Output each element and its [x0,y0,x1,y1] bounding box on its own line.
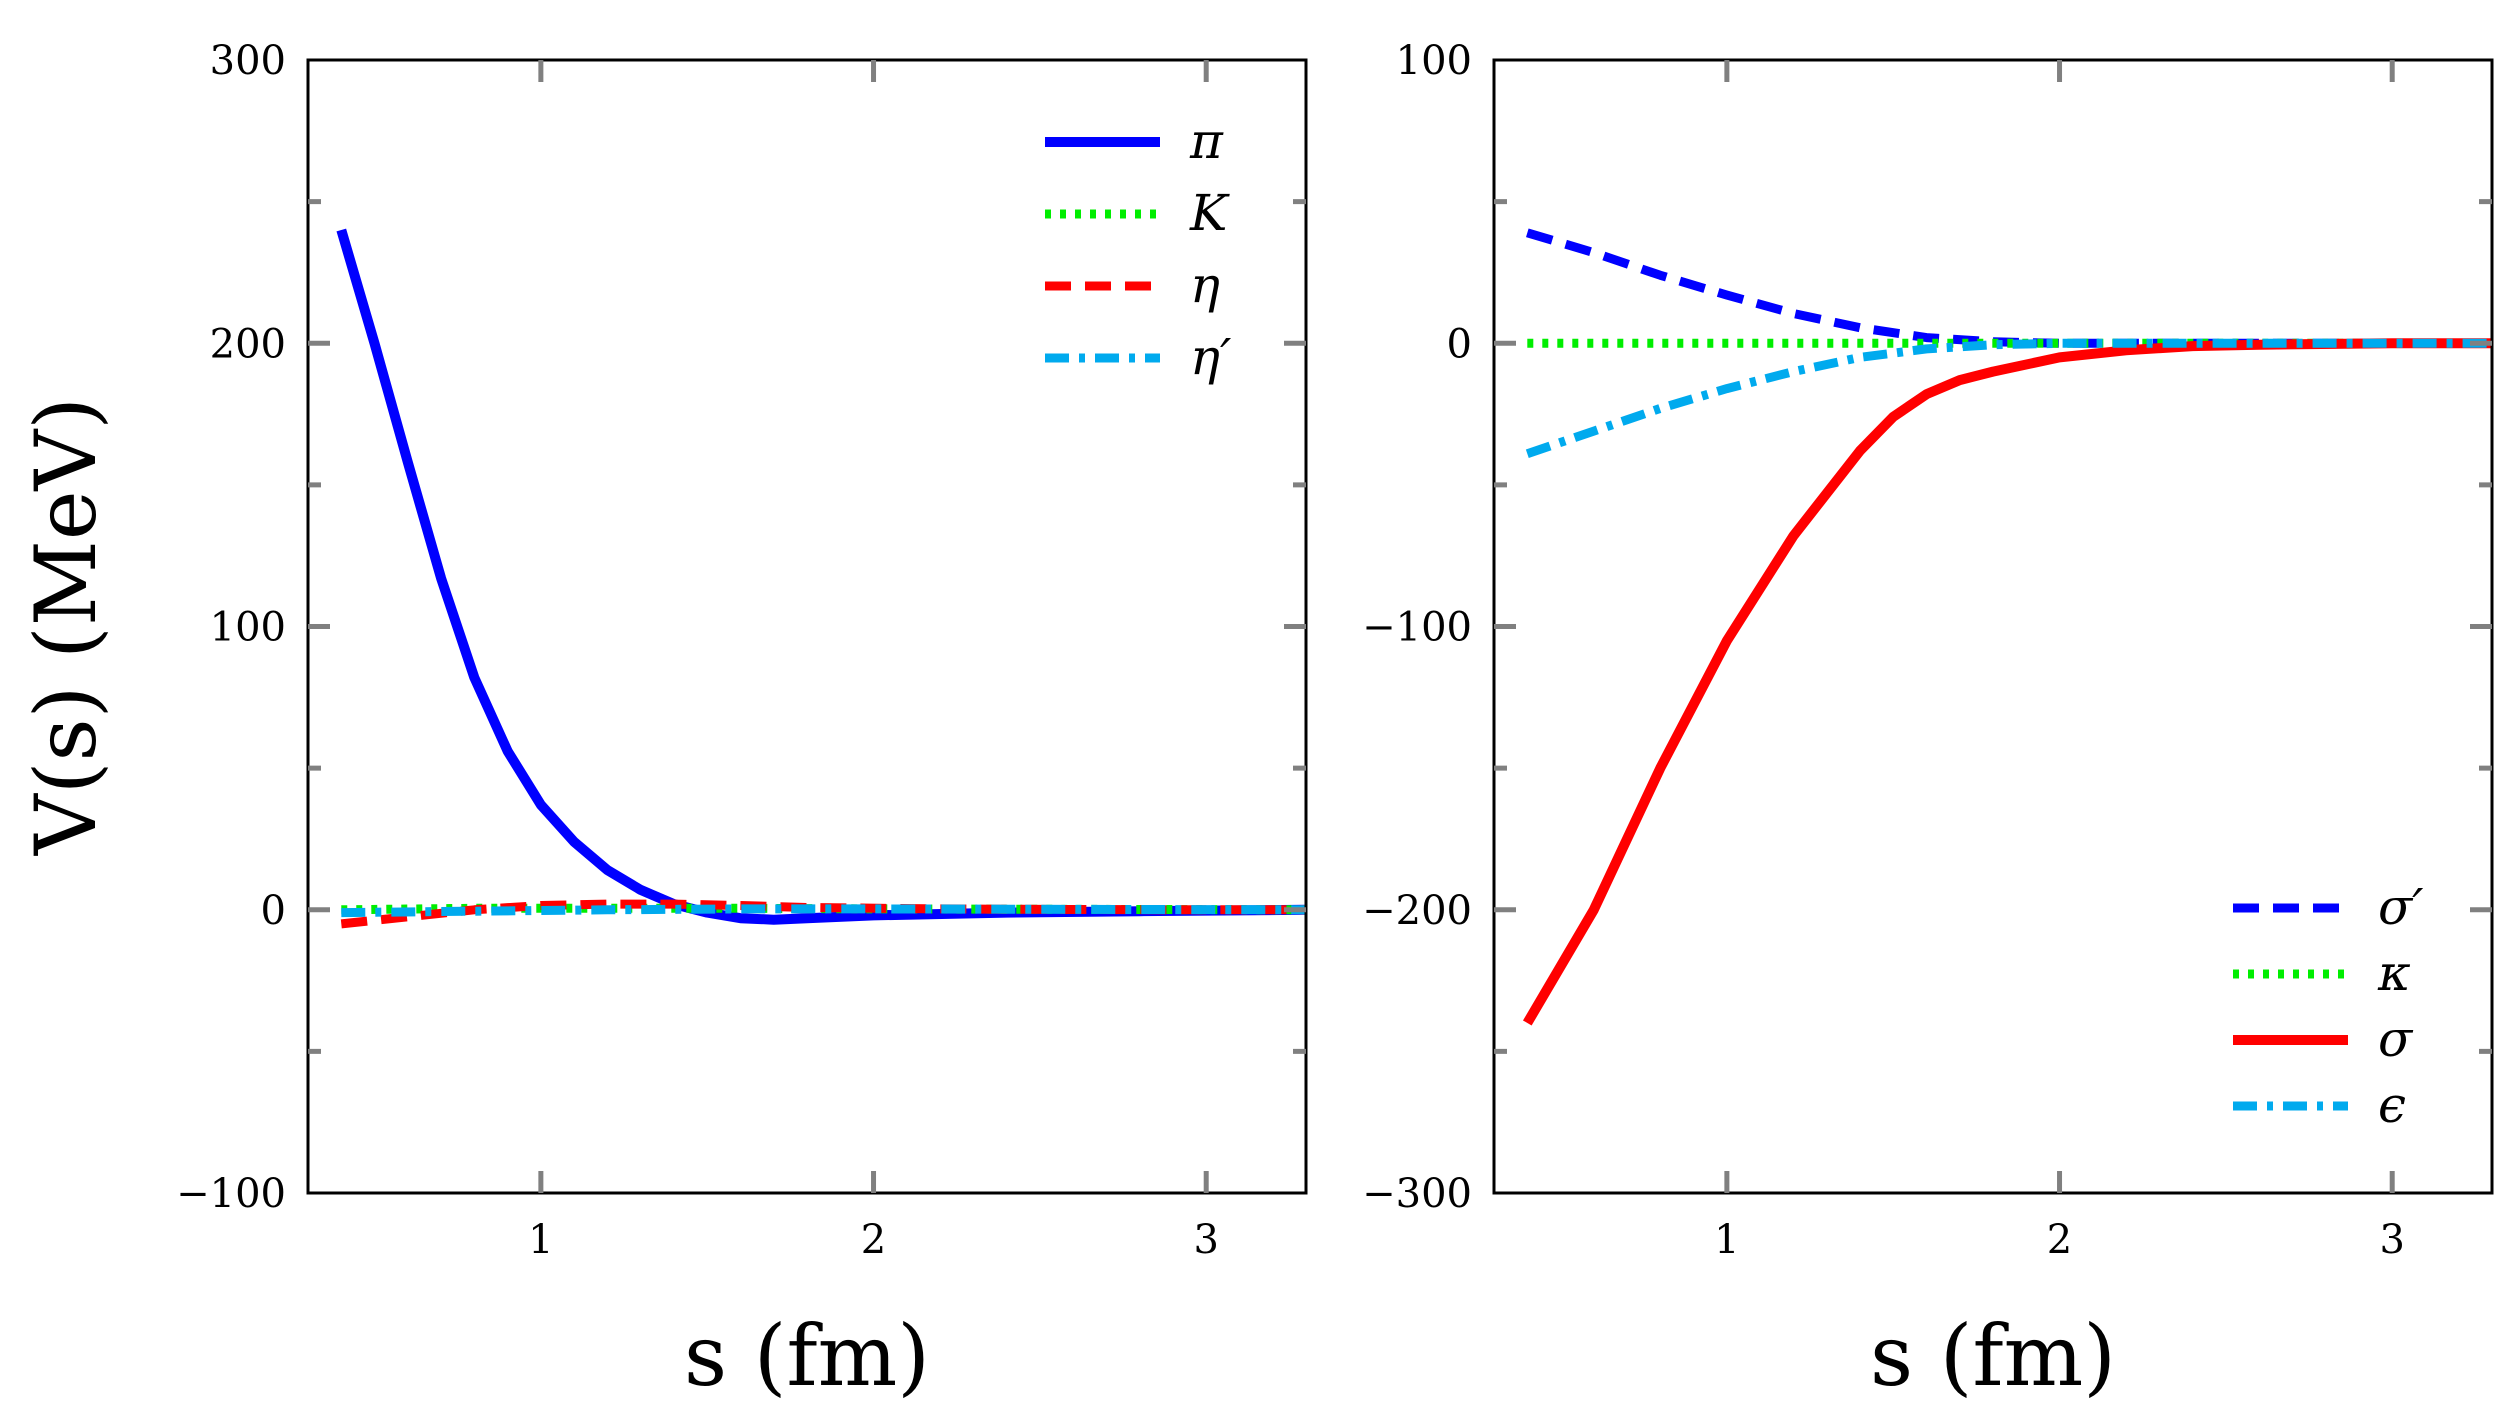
left-y-tick-label: 0 [261,888,286,934]
right-series-line-3 [1525,338,2492,458]
left-y-tick-label: 200 [210,321,286,367]
left-legend-label: K [1189,184,1230,242]
left-x-tick-label: 2 [861,1217,886,1263]
left-x-tick-label: 1 [528,1217,553,1263]
right-x-tick-label: 1 [1714,1217,1739,1263]
right-legend-label: σ′ [2378,878,2424,936]
left-legend-label: π [1189,112,1224,170]
left-x-axis-label: s (fm) [684,1307,930,1405]
right-y-tick-label: −300 [1362,1171,1472,1217]
right-series-line-0 [1526,228,2492,348]
left-legend-label: η [1190,256,1220,314]
right-y-tick-label: 100 [1396,38,1472,84]
right-plot-frame [1492,58,2494,1195]
right-y-tick-label: −200 [1362,888,1472,934]
right-series-line-2 [1522,338,2492,1026]
left-series-line-3 [341,904,1306,918]
y-axis-label: V(s) (MeV) [17,397,115,856]
left-legend-label: η′ [1190,328,1232,386]
left-y-tick-label: 100 [210,605,286,651]
right-legend-label: σ [2378,1010,2414,1068]
left-series-line-0 [336,228,1306,925]
right-x-axis-label: s (fm) [1870,1307,2116,1405]
left-panel: 1 2 3 −100 0 100 200 300 πKη η′ s (fm) V(s) (MeV… [17,38,1308,1405]
right-x-tick-label: 2 [2047,1217,2072,1263]
right-y-tick-label: −100 [1362,605,1472,651]
left-y-tick-label: 300 [210,38,286,84]
left-y-tick-label: −100 [176,1171,286,1217]
right-panel: 1 2 3 −300 −200 −100 0 100 σ′ κσϵ s (fm) [1362,38,2494,1405]
right-legend-label: κ [2377,944,2411,1002]
right-x-tick-label: 3 [2379,1217,2404,1263]
left-x-tick-label: 3 [1193,1217,1218,1263]
right-y-tick-label: 0 [1447,321,1472,367]
right-legend-label: ϵ [2378,1076,2406,1134]
